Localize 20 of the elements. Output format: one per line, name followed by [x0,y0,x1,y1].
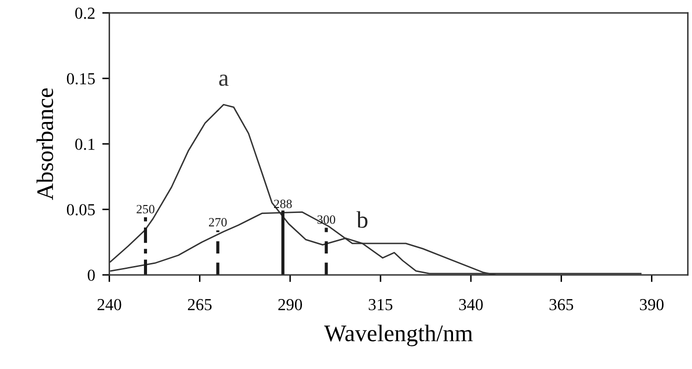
annotation: b [356,211,368,228]
x-tick-label: 315 [368,299,392,310]
series-label: 250 [136,204,154,214]
y-tick-label: 0 [88,270,95,281]
x-tick-label: 265 [188,299,212,310]
series-label: 300 [318,215,336,224]
y-tick-label: 0.15 [66,73,95,84]
series-label: 270 [208,218,227,226]
y-tick-label: 0.2 [75,8,95,19]
series-label: a [219,74,229,86]
x-tick-label: 340 [459,299,483,310]
y-tick-label: 0.05 [66,204,95,216]
x-axis-title: Wavelength/nm [324,324,473,346]
y-tick-label: 0.1 [75,138,94,150]
x-tick-label: 390 [640,299,664,310]
series-label: 288 [274,200,292,208]
y-axis-title: Absorbance [36,88,54,200]
x-tick-label: 240 [98,299,122,310]
x-tick-label: 290 [278,299,302,310]
x-tick-label: 365 [550,299,574,310]
